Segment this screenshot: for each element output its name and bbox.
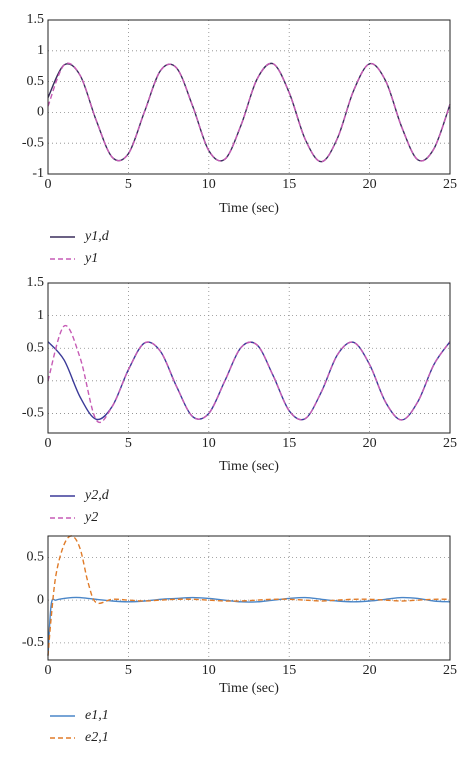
x-tick-label: 25 [443, 177, 457, 192]
y-tick-label: 1.5 [27, 275, 45, 290]
y-tick-label: -0.5 [22, 406, 44, 421]
plot-frame [47, 535, 451, 661]
x-tick-label: 20 [363, 177, 377, 192]
y-tick-label: 0.5 [27, 74, 45, 89]
x-tick-label: 0 [45, 177, 52, 192]
series-line [47, 324, 451, 424]
series-line [47, 62, 451, 163]
y-tick-label: 1 [37, 308, 44, 323]
y-tick-label: -1 [32, 166, 44, 181]
x-tick-label: 25 [443, 436, 457, 451]
series-line [47, 596, 451, 656]
x-tick-label: 20 [363, 663, 377, 678]
plot-frame [47, 282, 451, 434]
y-tick-label: 0 [37, 373, 44, 388]
series-line [47, 535, 451, 656]
x-tick-label: 10 [202, 177, 216, 192]
x-tick-label: 5 [125, 177, 132, 192]
legend-label: y1 [83, 251, 98, 266]
x-tick-label: 25 [443, 663, 457, 678]
x-axis-label: Time (sec) [219, 201, 279, 216]
y-tick-label: 0.5 [27, 340, 45, 355]
legend-label: y2,d [83, 488, 110, 503]
x-tick-label: 5 [125, 436, 132, 451]
x-axis-label: Time (sec) [219, 681, 279, 696]
legend-label: e2,1 [85, 730, 109, 745]
legend-label: e1,1 [85, 708, 109, 723]
legend-label: y1,d [83, 229, 110, 244]
y-tick-label: 1.5 [27, 12, 45, 27]
x-tick-label: 15 [282, 436, 296, 451]
x-tick-label: 10 [202, 663, 216, 678]
y-tick-label: 0 [37, 592, 44, 607]
x-tick-label: 15 [282, 177, 296, 192]
x-tick-label: 10 [202, 436, 216, 451]
y-tick-label: -0.5 [22, 635, 44, 650]
y-tick-label: 1 [37, 43, 44, 58]
y-tick-label: -0.5 [22, 135, 44, 150]
x-tick-label: 15 [282, 663, 296, 678]
x-axis-label: Time (sec) [219, 459, 279, 474]
x-tick-label: 5 [125, 663, 132, 678]
x-tick-label: 0 [45, 663, 52, 678]
legend-label: y2 [83, 510, 98, 525]
x-tick-label: 20 [363, 436, 377, 451]
plot-frame [47, 19, 451, 175]
y-tick-label: 0 [37, 105, 44, 120]
x-tick-label: 0 [45, 436, 52, 451]
y-tick-label: 0.5 [27, 550, 45, 565]
